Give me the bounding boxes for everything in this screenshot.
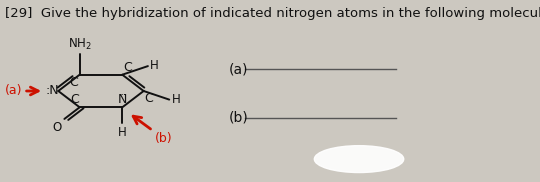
Text: C: C: [123, 61, 132, 74]
Text: C: C: [69, 76, 78, 89]
Text: C: C: [70, 93, 79, 106]
Text: (b): (b): [155, 132, 172, 145]
Text: N̈: N̈: [118, 93, 127, 106]
Text: (b): (b): [229, 111, 249, 125]
Text: C: C: [144, 92, 153, 105]
Text: [29]  Give the hybridization of indicated nitrogen atoms in the following molecu: [29] Give the hybridization of indicated…: [5, 7, 540, 20]
Text: NH$_2$: NH$_2$: [68, 37, 91, 52]
Text: :N: :N: [46, 84, 59, 98]
Text: H: H: [172, 93, 180, 106]
Text: (a): (a): [229, 62, 248, 76]
Text: O: O: [52, 121, 61, 134]
Text: H: H: [150, 59, 159, 72]
Ellipse shape: [314, 146, 404, 173]
Text: H: H: [118, 126, 127, 139]
Text: (a): (a): [5, 84, 22, 97]
